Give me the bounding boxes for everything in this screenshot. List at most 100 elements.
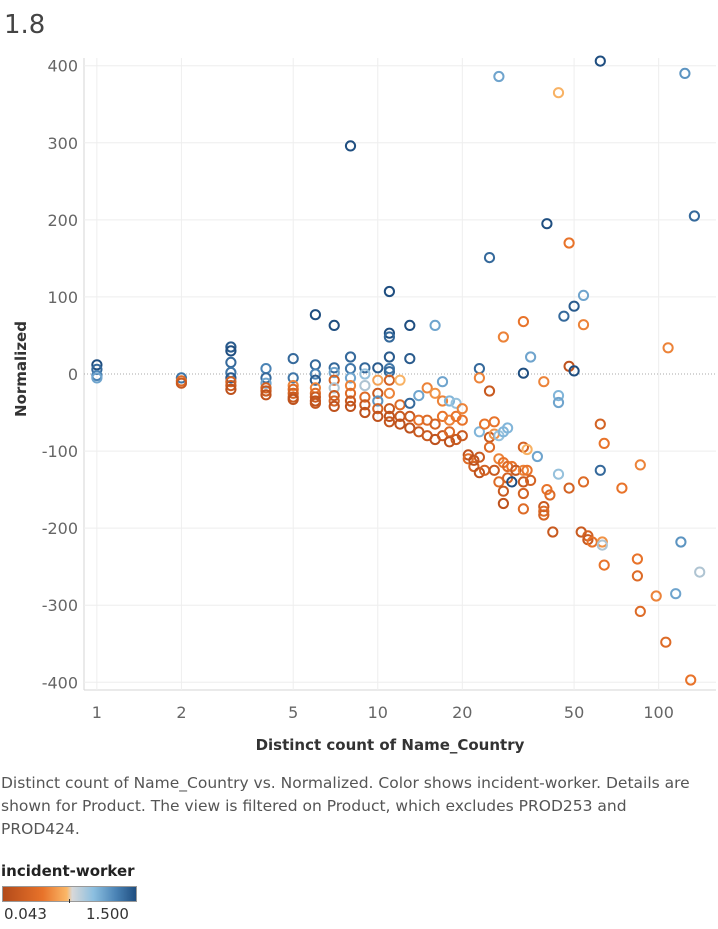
data-point (679, 67, 691, 80)
data-point (521, 464, 533, 476)
data-point (634, 605, 646, 618)
data-point (328, 395, 340, 407)
data-point (359, 362, 371, 374)
page-title: 1.8 (4, 10, 46, 40)
data-point (413, 390, 425, 402)
data-point (91, 372, 103, 384)
x-tick-label: 5 (288, 703, 298, 722)
x-tick-label: 50 (564, 703, 584, 722)
data-point (456, 430, 468, 442)
data-point (563, 482, 575, 494)
data-point (383, 285, 395, 298)
data-point (541, 218, 553, 230)
data-point (468, 460, 480, 473)
y-tick-label: 300 (47, 134, 78, 153)
data-point (383, 416, 395, 428)
data-point (456, 414, 468, 426)
data-point (287, 380, 299, 392)
data-point (328, 366, 340, 379)
data-point (510, 464, 522, 476)
data-point (662, 342, 674, 354)
data-point (260, 363, 272, 375)
data-point (497, 497, 509, 510)
data-point (502, 422, 514, 434)
data-point (488, 416, 500, 428)
scatter-plot[interactable]: 400 300 200 100 0 -100 -200 -300 -400 1 2 5 10 20 50 10… (0, 0, 718, 760)
x-tick-label: 1 (92, 703, 102, 722)
data-point (372, 362, 384, 374)
data-point (225, 380, 237, 392)
data-point (517, 367, 530, 379)
data-point (552, 396, 565, 409)
data-point (479, 418, 491, 430)
data-point (421, 382, 433, 394)
data-point (309, 391, 321, 403)
x-tick-label: 10 (368, 703, 388, 722)
data-point (225, 356, 237, 368)
data-point (563, 237, 575, 249)
data-point (394, 374, 406, 386)
data-point (443, 436, 456, 448)
data-point (594, 418, 606, 430)
data-point (225, 345, 237, 357)
data-point (372, 387, 384, 399)
data-point (483, 252, 496, 264)
data-point (359, 380, 371, 392)
data-point (394, 399, 406, 411)
data-point (287, 393, 299, 405)
data-point (552, 87, 565, 99)
data-point (517, 464, 530, 476)
data-point (493, 476, 505, 488)
data-point (359, 399, 371, 411)
data-point (577, 289, 590, 301)
data-point (328, 400, 340, 412)
data-point (372, 410, 384, 422)
data-point (260, 385, 272, 397)
data-point (225, 376, 237, 388)
data-point (483, 441, 496, 453)
y-tick-label: -100 (42, 442, 78, 461)
y-tick-label: -200 (42, 519, 78, 538)
data-point (473, 451, 485, 463)
data-point (541, 484, 553, 496)
y-axis-label: Normalized (12, 321, 30, 417)
data-point (404, 319, 416, 331)
data-point (493, 70, 505, 83)
y-tick-label: 0 (68, 365, 78, 384)
data-point (517, 503, 530, 515)
data-point (473, 426, 485, 438)
data-point (344, 140, 357, 152)
data-point (468, 454, 480, 466)
data-point (328, 374, 340, 386)
data-point (383, 374, 395, 386)
x-tick-label: 20 (452, 703, 472, 722)
data-point (287, 387, 299, 399)
data-point (383, 351, 395, 363)
data-point (328, 390, 340, 402)
data-point (517, 487, 530, 500)
y-tick-label: 100 (47, 288, 78, 307)
data-point (309, 374, 321, 386)
data-point (404, 353, 416, 365)
data-point (688, 210, 701, 222)
data-point (594, 55, 606, 67)
data-point (309, 309, 321, 321)
data-point (372, 374, 384, 386)
data-point (577, 476, 590, 488)
data-point (525, 351, 537, 363)
data-point (372, 403, 384, 415)
data-point (538, 505, 550, 517)
legend-tick (69, 899, 70, 903)
data-point (359, 406, 371, 419)
data-point (450, 397, 462, 409)
data-point (634, 459, 646, 471)
legend-title: incident-worker (1, 862, 135, 880)
data-point (552, 390, 565, 402)
x-tick-label: 100 (643, 703, 674, 722)
legend-min-label: 0.043 (4, 905, 47, 923)
data-point (660, 636, 672, 648)
data-point (225, 383, 237, 395)
data-point (594, 464, 606, 476)
data-point (260, 377, 272, 389)
data-point (383, 410, 395, 422)
